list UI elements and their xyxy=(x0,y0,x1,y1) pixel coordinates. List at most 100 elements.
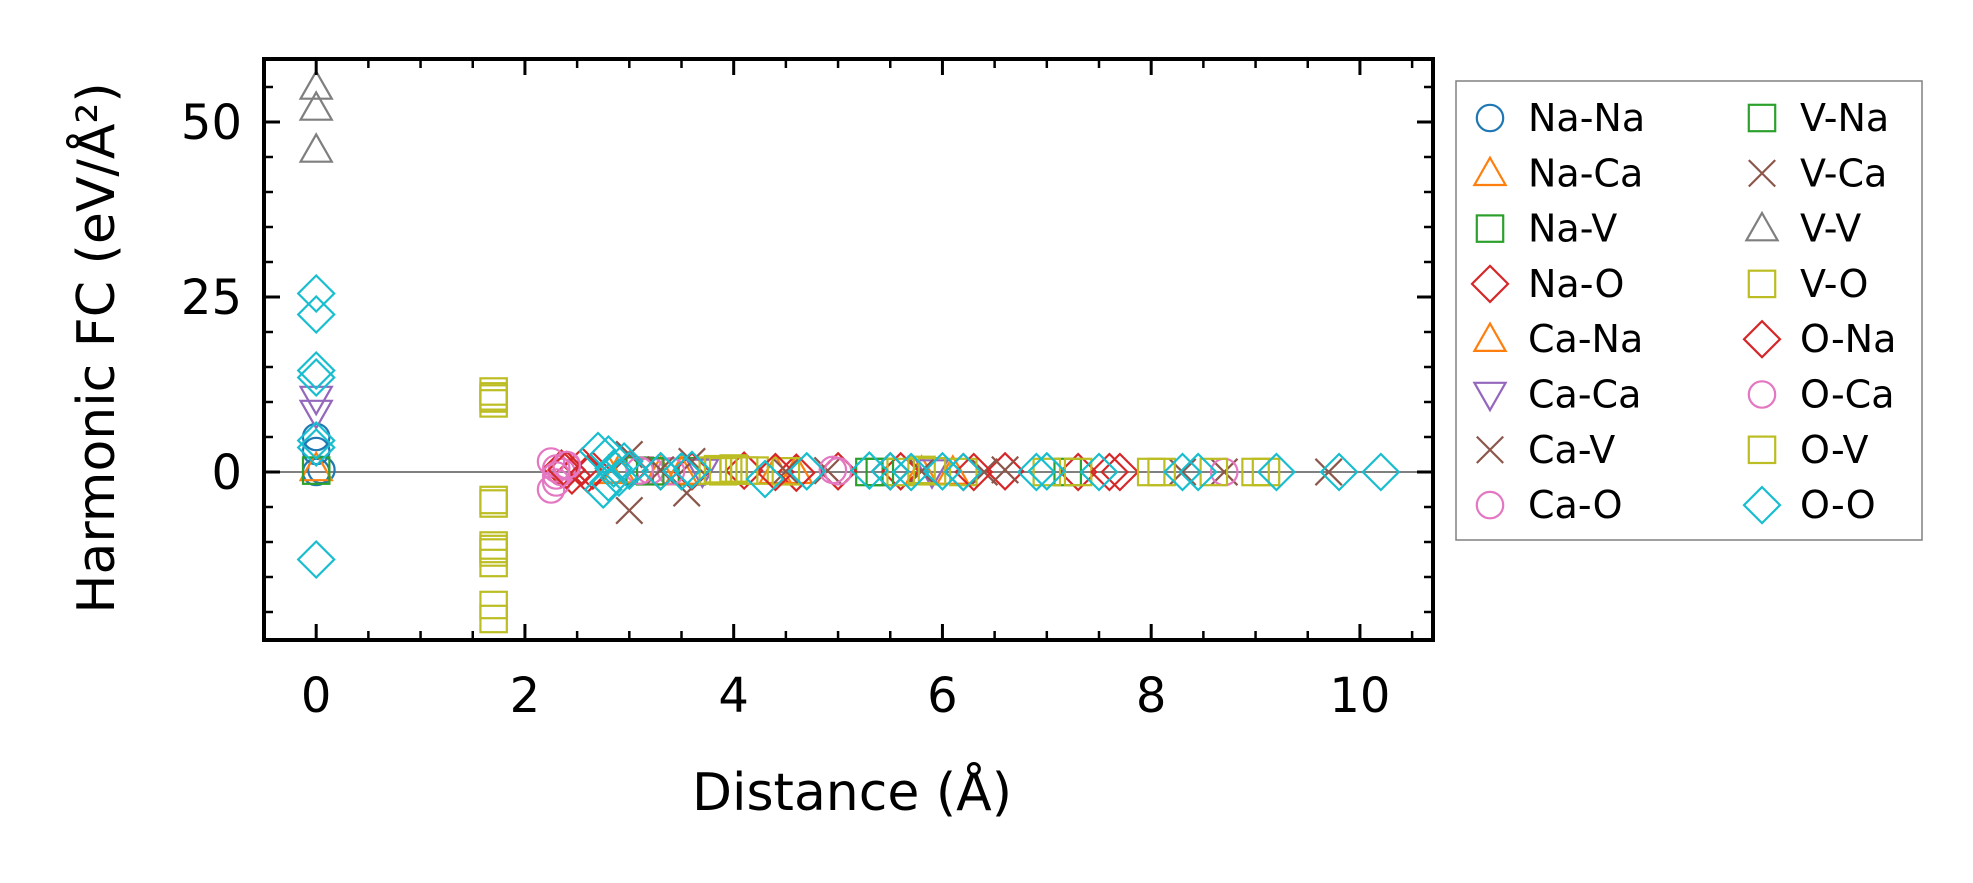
data-point-o-o xyxy=(604,441,644,482)
data-point-v-na xyxy=(719,456,748,485)
legend-label-ca-ca: Ca-Ca xyxy=(1528,373,1641,417)
legend-entry-na-v: Na-V xyxy=(1475,207,1617,251)
legend-entry-v-o: V-O xyxy=(1747,262,1868,306)
data-point-o-o xyxy=(296,539,336,580)
data-point-ca-v xyxy=(813,456,842,485)
legend-label-o-v: O-V xyxy=(1800,428,1868,472)
legend-marker-na-v xyxy=(1475,214,1505,243)
data-points xyxy=(296,69,1401,634)
data-point-ca-o xyxy=(536,475,566,504)
data-point-o-o xyxy=(296,273,336,314)
data-point-v-ca xyxy=(970,458,999,486)
legend-entry-ca-na: Ca-Na xyxy=(1472,317,1643,361)
data-point-na-ca xyxy=(298,450,334,482)
data-point-o-na xyxy=(954,452,994,492)
data-point-v-o xyxy=(479,489,508,518)
data-point-o-v xyxy=(1147,457,1176,487)
legend-entry-o-o: O-O xyxy=(1742,483,1876,527)
legend-frame xyxy=(1455,80,1923,541)
legend-marker-na-o xyxy=(1470,264,1510,304)
x-tick-label: 10 xyxy=(1329,668,1390,724)
legend-label-na-ca: Na-Ca xyxy=(1528,151,1643,195)
data-point-na-o xyxy=(881,451,921,491)
data-point-o-o xyxy=(661,451,702,491)
legend-label-na-o: Na-O xyxy=(1528,262,1624,306)
data-point-o-v xyxy=(729,456,759,485)
data-point-v-o xyxy=(719,454,748,483)
legend-label-ca-na: Ca-Na xyxy=(1528,317,1643,361)
data-point-na-o xyxy=(985,451,1025,491)
x-tick-label: 0 xyxy=(301,668,332,724)
data-point-o-o xyxy=(849,451,889,491)
data-point-o-o xyxy=(891,452,931,492)
data-point-v-o xyxy=(771,457,801,486)
data-point-ca-v xyxy=(1314,458,1343,486)
data-point-ca-v xyxy=(615,496,644,525)
legend-marker-na-ca xyxy=(1472,155,1508,187)
legend-entry-na-ca: Na-Ca xyxy=(1472,151,1643,195)
legend-label-o-ca: O-Ca xyxy=(1800,373,1895,417)
data-point-o-v xyxy=(479,382,508,411)
data-point-v-o xyxy=(1032,457,1062,487)
data-point-o-o xyxy=(745,459,785,499)
data-point-na-o xyxy=(776,453,816,493)
data-point-o-o xyxy=(1178,452,1218,492)
data-point-o-o xyxy=(1361,452,1401,492)
legend-entry-na-o: Na-O xyxy=(1470,262,1624,306)
data-point-o-o xyxy=(296,420,336,461)
legend-label-na-v: Na-V xyxy=(1528,207,1617,251)
data-point-ca-v xyxy=(907,457,936,486)
legend-entry-o-ca: O-Ca xyxy=(1747,373,1895,417)
legend-label-v-ca: V-Ca xyxy=(1800,151,1887,195)
data-point-o-na xyxy=(1089,452,1129,492)
series-v-o xyxy=(479,377,1270,634)
data-point-o-ca xyxy=(625,456,655,485)
data-point-o-o xyxy=(578,431,618,471)
legend-label-v-o: V-O xyxy=(1800,262,1868,306)
data-point-na-o xyxy=(562,446,602,486)
series-o-o xyxy=(296,273,1401,580)
data-point-v-v xyxy=(298,90,334,121)
data-point-o-o xyxy=(296,350,336,391)
data-point-o-o xyxy=(1162,452,1203,492)
x-axis-label: Distance (Å) xyxy=(692,761,1012,823)
data-point-o-o xyxy=(943,452,983,492)
data-point-ca-o xyxy=(536,447,566,476)
legend-label-ca-o: Ca-O xyxy=(1528,483,1623,527)
data-point-ca-ca xyxy=(298,399,334,431)
legend-entry-na-na: Na-Na xyxy=(1475,96,1645,140)
data-point-na-o xyxy=(1100,452,1140,492)
data-point-o-o xyxy=(787,451,827,491)
legend-marker-ca-o xyxy=(1475,490,1505,520)
x-tick-label: 6 xyxy=(927,668,958,724)
series-o-v xyxy=(479,382,1281,564)
legend-entry-o-na: O-Na xyxy=(1742,317,1896,361)
legend: Na-Na Na-Ca Na-V Na-O Ca-Na Ca-Ca Ca-V Ca-O V-Na… xyxy=(1455,80,1923,541)
data-point-o-o xyxy=(1027,451,1067,491)
legend-label-na-na: Na-Na xyxy=(1528,96,1645,140)
data-point-na-o xyxy=(1058,452,1098,492)
data-point-o-v xyxy=(1251,457,1281,487)
data-point-o-o xyxy=(594,448,634,489)
legend-entry-v-ca: V-Ca xyxy=(1748,151,1887,195)
data-point-v-o xyxy=(479,604,508,634)
legend-entry-v-na: V-Na xyxy=(1747,96,1889,140)
legend-label-ca-v: Ca-V xyxy=(1528,428,1615,472)
data-point-v-o xyxy=(949,457,978,487)
legend-marker-v-ca xyxy=(1748,159,1776,188)
data-point-o-o xyxy=(1079,452,1119,492)
legend-entry-o-v: O-V xyxy=(1747,428,1868,472)
data-point-o-o xyxy=(296,294,336,335)
data-point-o-ca xyxy=(541,461,571,490)
legend-marker-o-na xyxy=(1742,319,1782,359)
data-point-v-ca xyxy=(771,457,800,486)
data-point-o-o xyxy=(672,450,712,490)
data-point-o-o xyxy=(609,451,649,491)
y-tick-label: 50 xyxy=(181,95,242,151)
legend-entry-ca-v: Ca-V xyxy=(1476,428,1615,472)
data-point-ca-ca xyxy=(298,385,334,417)
data-point-o-o xyxy=(641,451,681,491)
legend-marker-ca-v xyxy=(1476,435,1504,464)
legend-label-o-na: O-Na xyxy=(1800,317,1896,361)
axis-ticks: 0 2 4 6 8 10 0 25 50 xyxy=(181,59,1433,724)
